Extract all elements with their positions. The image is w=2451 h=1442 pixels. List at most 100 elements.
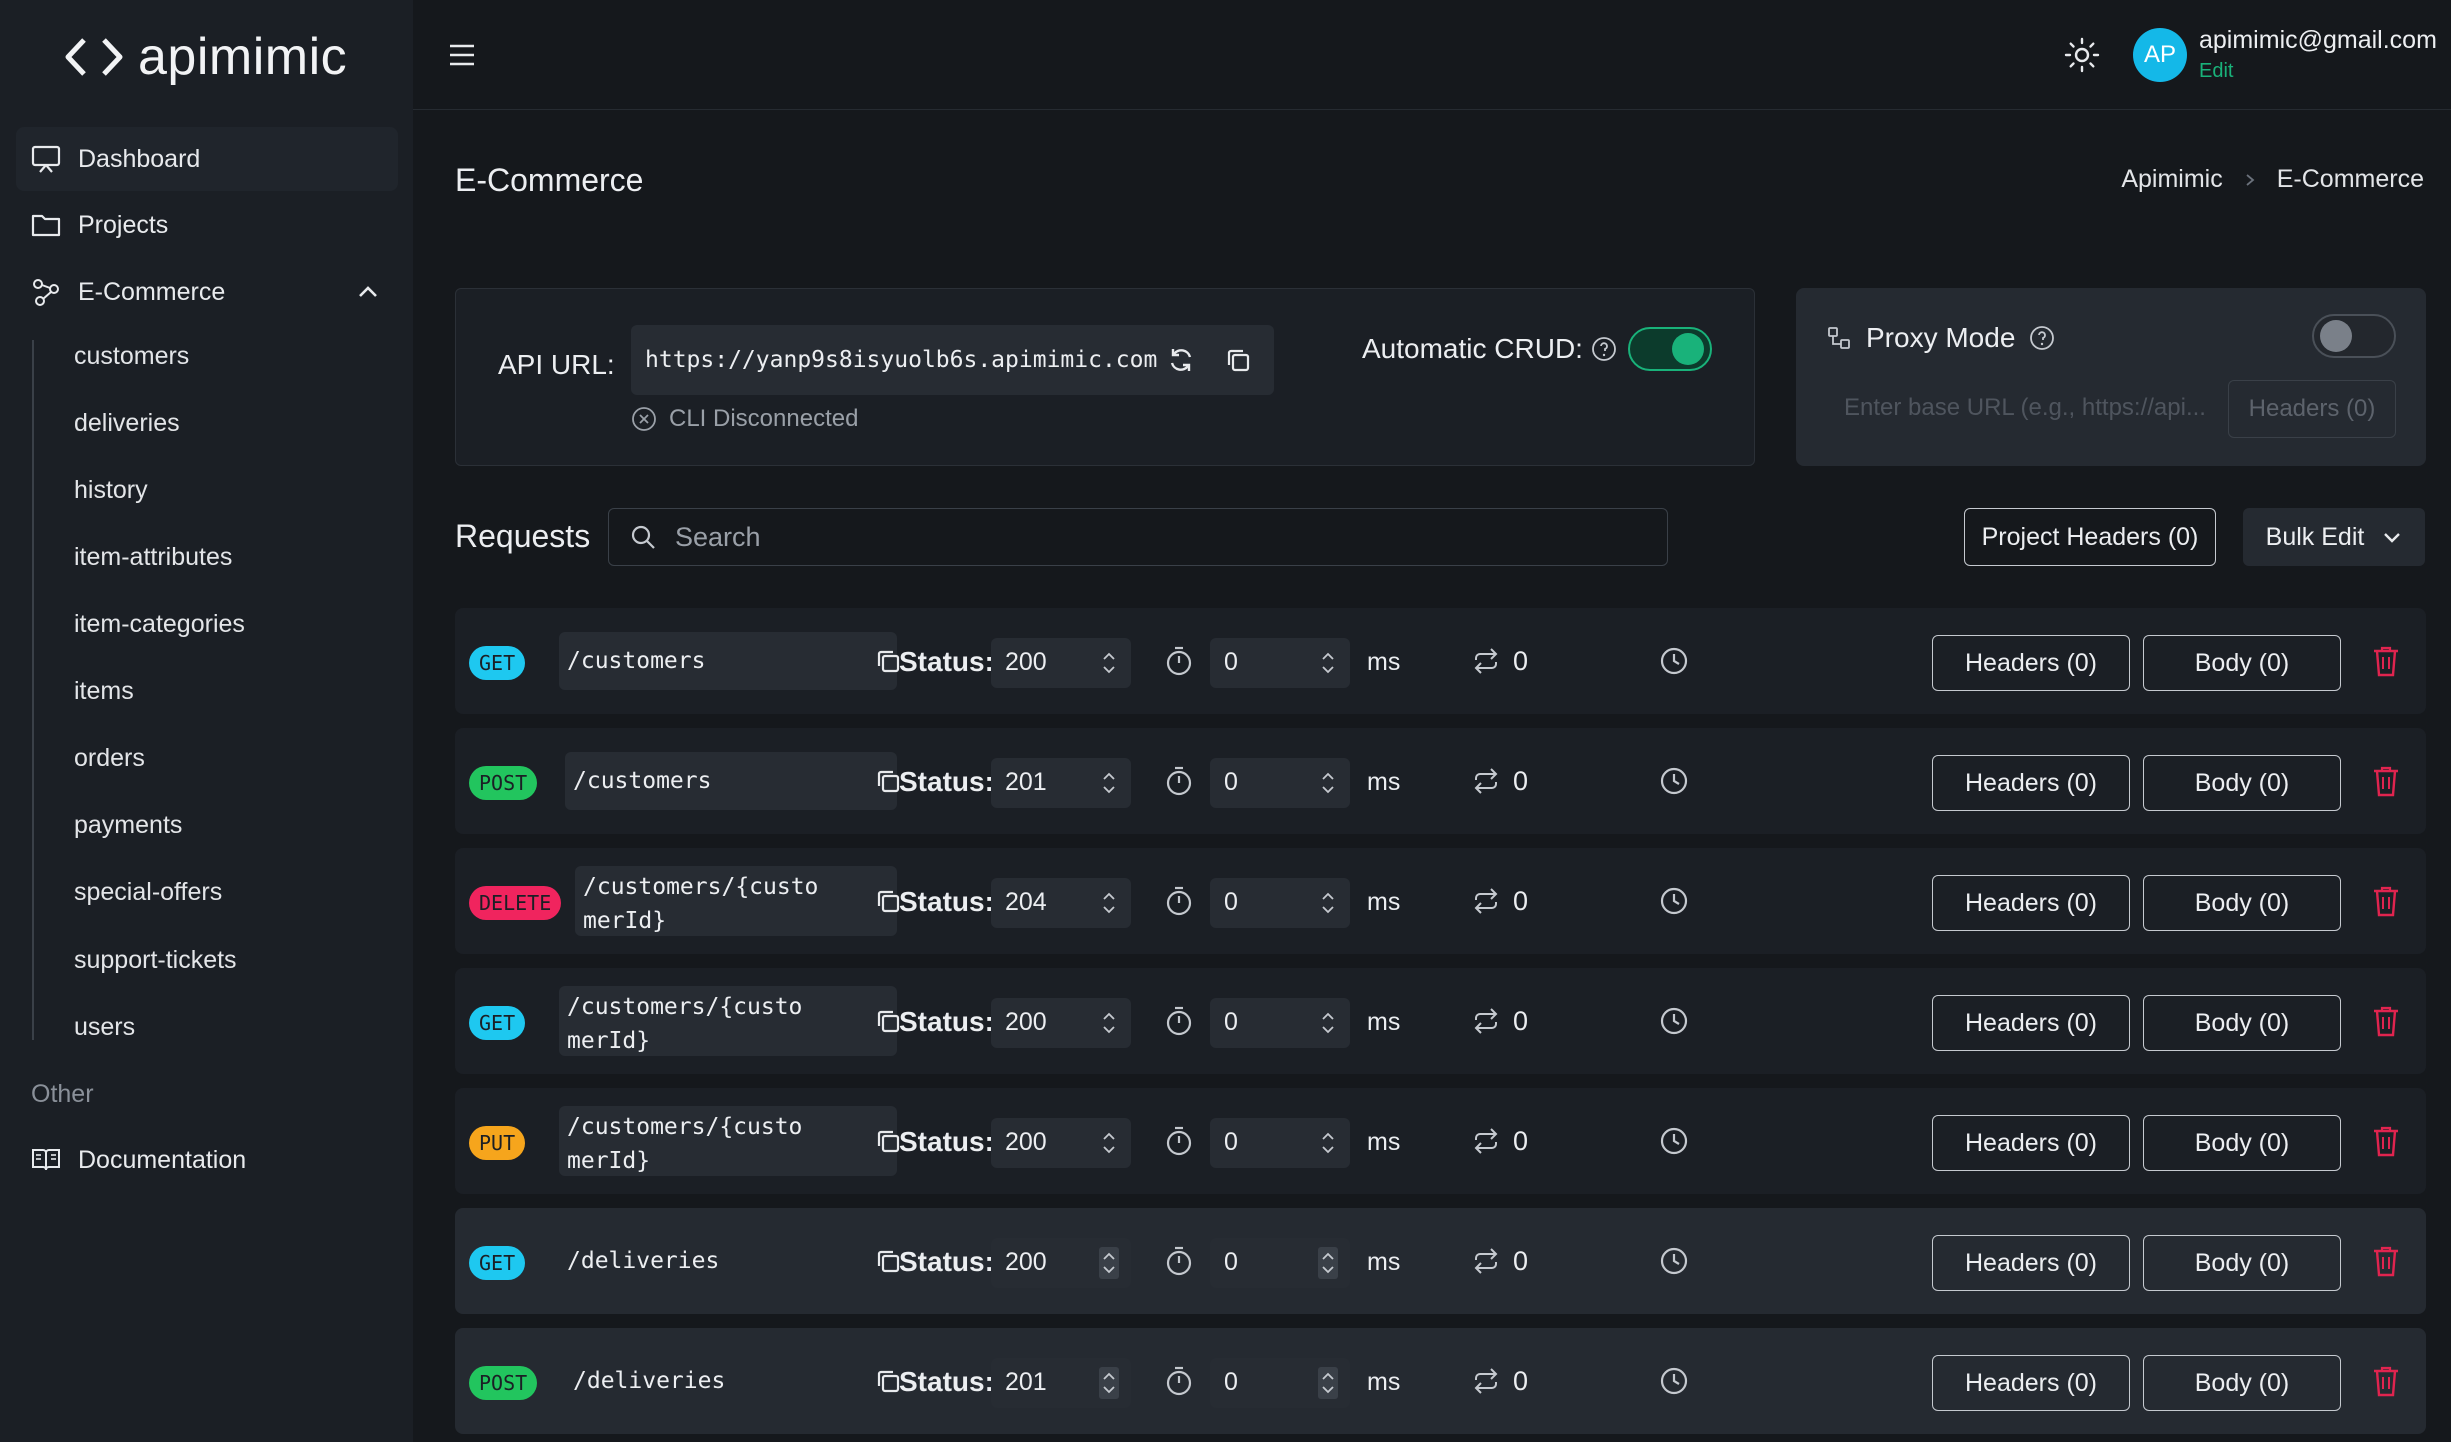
trash-icon[interactable] [2371,884,2401,918]
sidebar-subitem-item-categories[interactable]: item-categories [74,610,245,638]
copy-icon[interactable] [1223,345,1253,375]
path-text[interactable]: /deliveries [573,1368,726,1394]
headers-button[interactable]: Headers (0) [1932,1115,2130,1171]
copy-icon[interactable] [873,886,903,916]
spinner-arrows-icon[interactable] [1318,1247,1338,1279]
automatic-crud-toggle[interactable] [1628,327,1712,371]
path-text[interactable]: /customers/{customerId} [567,1114,803,1174]
status-code-input[interactable]: 200 [991,638,1131,688]
clock-icon[interactable] [1659,1366,1689,1396]
sidebar-item-projects[interactable]: Projects [16,193,398,257]
delay-input[interactable]: 0 [1210,1238,1350,1288]
status-code-input[interactable]: 201 [991,758,1131,808]
headers-button[interactable]: Headers (0) [1932,875,2130,931]
path-text[interactable]: /customers [573,768,712,794]
trash-icon[interactable] [2371,1124,2401,1158]
path-text[interactable]: /customers [567,648,706,674]
clock-icon[interactable] [1659,886,1689,916]
headers-button[interactable]: Headers (0) [1932,755,2130,811]
trash-icon[interactable] [2371,1004,2401,1038]
delay-input[interactable]: 0 [1210,638,1350,688]
path-text[interactable]: /customers/{customerId} [567,994,803,1054]
path-text[interactable]: /deliveries [567,1248,720,1274]
copy-icon[interactable] [873,766,903,796]
sidebar-item-ecommerce[interactable]: E-Commerce [16,260,398,324]
chevron-up-icon[interactable] [356,280,380,304]
search-input[interactable] [675,521,1575,553]
avatar[interactable]: AP [2133,28,2187,82]
spinner-arrows-icon[interactable] [1099,887,1119,919]
spinner-arrows-icon[interactable] [1099,647,1119,679]
breadcrumb-item-apimimic[interactable]: Apimimic [2121,165,2223,193]
spinner-arrows-icon[interactable] [1318,887,1338,919]
delay-input[interactable]: 0 [1210,1358,1350,1408]
help-circle-icon[interactable] [2029,325,2055,351]
logo[interactable]: apimimic [64,22,347,92]
clock-icon[interactable] [1659,1006,1689,1036]
status-code-input[interactable]: 200 [991,998,1131,1048]
spinner-arrows-icon[interactable] [1318,647,1338,679]
edit-profile-link[interactable]: Edit [2199,60,2234,82]
sidebar-subitem-deliveries[interactable]: deliveries [74,409,180,437]
bulk-edit-button[interactable]: Bulk Edit [2243,508,2425,566]
copy-icon[interactable] [873,1126,903,1156]
delay-input[interactable]: 0 [1210,998,1350,1048]
headers-button[interactable]: Headers (0) [1932,1355,2130,1411]
sidebar-subitem-history[interactable]: history [74,476,148,504]
status-code-input[interactable]: 200 [991,1118,1131,1168]
status-code-input[interactable]: 204 [991,878,1131,928]
spinner-arrows-icon[interactable] [1318,767,1338,799]
delay-input[interactable]: 0 [1210,758,1350,808]
headers-button[interactable]: Headers (0) [1932,1235,2130,1291]
spinner-arrows-icon[interactable] [1099,1367,1119,1399]
spinner-arrows-icon[interactable] [1318,1007,1338,1039]
clock-icon[interactable] [1659,646,1689,676]
api-url-text[interactable]: https://yanp9s8isyuolb6s.apimimic.com [645,347,1158,373]
body-button[interactable]: Body (0) [2143,1235,2341,1291]
spinner-arrows-icon[interactable] [1318,1367,1338,1399]
sun-icon[interactable] [2063,36,2101,74]
body-button[interactable]: Body (0) [2143,995,2341,1051]
body-button[interactable]: Body (0) [2143,875,2341,931]
clock-icon[interactable] [1659,1126,1689,1156]
sidebar-subitem-support-tickets[interactable]: support-tickets [74,946,237,974]
copy-icon[interactable] [873,646,903,676]
clock-icon[interactable] [1659,1246,1689,1276]
headers-button[interactable]: Headers (0) [1932,635,2130,691]
sidebar-subitem-orders[interactable]: orders [74,744,145,772]
copy-icon[interactable] [873,1006,903,1036]
spinner-arrows-icon[interactable] [1099,1247,1119,1279]
headers-button[interactable]: Headers (0) [1932,995,2130,1051]
spinner-arrows-icon[interactable] [1099,1007,1119,1039]
sidebar-subitem-special-offers[interactable]: special-offers [74,878,223,906]
copy-icon[interactable] [873,1366,903,1396]
trash-icon[interactable] [2371,1244,2401,1278]
delay-input[interactable]: 0 [1210,1118,1350,1168]
sidebar-subitem-items[interactable]: items [74,677,134,705]
body-button[interactable]: Body (0) [2143,635,2341,691]
spinner-arrows-icon[interactable] [1099,767,1119,799]
body-button[interactable]: Body (0) [2143,1115,2341,1171]
sidebar-subitem-payments[interactable]: payments [74,811,183,839]
sidebar-subitem-customers[interactable]: customers [74,342,190,370]
proxy-base-url-input[interactable] [1824,380,2244,436]
clock-icon[interactable] [1659,766,1689,796]
sidebar-subitem-item-attributes[interactable]: item-attributes [74,543,233,571]
path-text[interactable]: /customers/{customerId} [583,874,819,934]
proxy-headers-button[interactable]: Headers (0) [2228,380,2396,438]
trash-icon[interactable] [2371,644,2401,678]
spinner-arrows-icon[interactable] [1099,1127,1119,1159]
status-code-input[interactable]: 201 [991,1358,1131,1408]
refresh-icon[interactable] [1166,345,1196,375]
proxy-mode-toggle[interactable] [2312,314,2396,358]
trash-icon[interactable] [2371,764,2401,798]
help-circle-icon[interactable] [1591,336,1617,362]
status-code-input[interactable]: 200 [991,1238,1131,1288]
sidebar-item-documentation[interactable]: Documentation [16,1128,398,1192]
trash-icon[interactable] [2371,1364,2401,1398]
body-button[interactable]: Body (0) [2143,1355,2341,1411]
project-headers-button[interactable]: Project Headers (0) [1964,508,2216,566]
sidebar-subitem-users[interactable]: users [74,1013,136,1041]
hamburger-menu-icon[interactable] [447,40,477,70]
body-button[interactable]: Body (0) [2143,755,2341,811]
